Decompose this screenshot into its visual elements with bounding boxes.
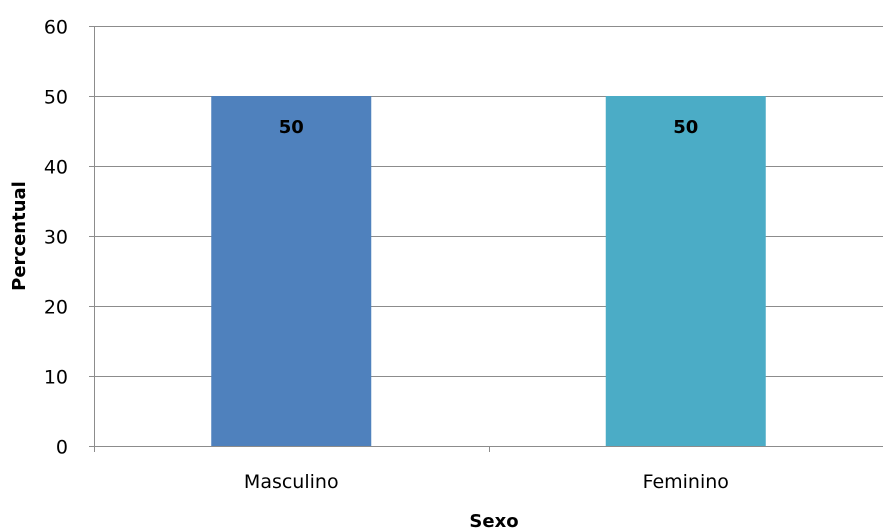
y-tick-label: 20 (44, 297, 68, 319)
y-tick-labels: 0 10 20 30 40 50 60 (44, 17, 68, 459)
y-tick-label: 10 (44, 367, 68, 389)
x-tick-labels: Masculino Feminino (244, 471, 729, 493)
x-tick-label: Feminino (643, 471, 729, 493)
y-axis-title: Percentual (9, 181, 30, 291)
axes (89, 26, 883, 452)
bar-feminino (605, 96, 766, 446)
x-tick-label: Masculino (244, 471, 339, 493)
bars (211, 96, 766, 446)
y-tick-label: 50 (44, 87, 68, 109)
y-tick-label: 30 (44, 227, 68, 249)
bar-masculino (211, 96, 372, 446)
data-label: 50 (673, 117, 698, 138)
y-tick-label: 0 (56, 437, 68, 459)
data-labels: 50 50 (279, 117, 699, 138)
y-tick-label: 60 (44, 17, 68, 39)
y-tick-label: 40 (44, 157, 68, 179)
x-axis-title: Sexo (469, 511, 518, 531)
data-label: 50 (279, 117, 304, 138)
